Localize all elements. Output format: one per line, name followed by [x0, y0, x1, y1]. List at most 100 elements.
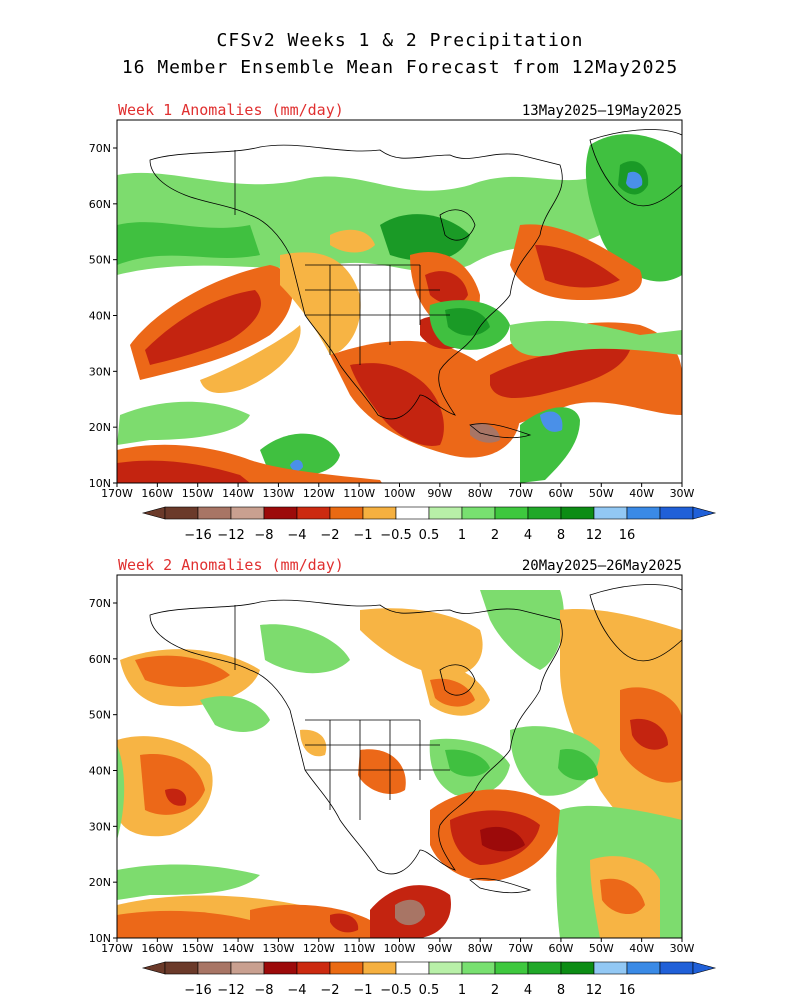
week2-lat-label: 50N — [89, 709, 111, 722]
week2-panel-title: Week 2 Anomalies (mm/day) — [118, 556, 344, 574]
week2-lon-label: 40W — [629, 942, 654, 955]
week2-colorbar-swatch — [164, 961, 199, 975]
week1-colorbar-swatch — [164, 506, 199, 520]
week2-colorbar-swatch — [593, 961, 628, 975]
week2-lon-label: 90W — [427, 942, 452, 955]
week2-colorbar-arrow-left — [141, 961, 166, 975]
week1-lon-label: 100W — [384, 487, 416, 500]
week2-colorbar-label: 4 — [524, 983, 532, 998]
week2-colorbar-swatch — [626, 961, 661, 975]
week2-lon-label: 150W — [182, 942, 214, 955]
week1-colorbar: −16 −12 −8 −4 −2 −1 −0.5 0.5 1 2 4 8 12 16 — [141, 506, 717, 543]
week2-precip-field — [117, 575, 682, 938]
week1-lon-label: 70W — [508, 487, 533, 500]
week1-colorbar-swatch — [395, 506, 430, 520]
week1-lat-label: 60N — [89, 198, 111, 211]
week1-lat-label: 20N — [89, 421, 111, 434]
week2-colorbar-label: 1 — [458, 983, 466, 998]
week1-colorbar-label: 8 — [557, 528, 565, 543]
week2-colorbar-label: −2 — [320, 983, 339, 998]
week2-lat-label: 60N — [89, 653, 111, 666]
week2-lon-label: 50W — [589, 942, 614, 955]
week2-lat-label: 40N — [89, 765, 111, 778]
week1-colorbar-label: −0.5 — [380, 528, 412, 543]
week2-lon-label: 100W — [384, 942, 416, 955]
week1-lon-label: 60W — [548, 487, 573, 500]
week1-lat-label: 50N — [89, 254, 111, 267]
week1-colorbar-swatch — [593, 506, 628, 520]
week2-lon-label: 120W — [303, 942, 335, 955]
week1-colorbar-label: 1 — [458, 528, 466, 543]
week2-colorbar-swatch — [461, 961, 496, 975]
week2-colorbar-swatch — [494, 961, 529, 975]
week2-lon-label: 130W — [262, 942, 294, 955]
week1-colorbar-swatch — [659, 506, 694, 520]
week1-colorbar-swatch — [263, 506, 298, 520]
week2-colorbar-swatch — [230, 961, 265, 975]
week2-lat-label: 30N — [89, 820, 111, 833]
week1-lon-label: 30W — [670, 487, 695, 500]
week1-colorbar-swatch — [560, 506, 595, 520]
week2-colorbar-swatch — [263, 961, 298, 975]
week1-colorbar-swatch — [428, 506, 463, 520]
week2-colorbar-label: −1 — [353, 983, 372, 998]
week2-colorbar-label: −12 — [217, 983, 244, 998]
week1-lon-label: 150W — [182, 487, 214, 500]
week1-colorbar-label: 12 — [586, 528, 603, 543]
week2-colorbar-swatch — [197, 961, 232, 975]
week2-lon-label: 110W — [343, 942, 375, 955]
week2-colorbar-label: 12 — [586, 983, 603, 998]
week2-colorbar-label: 0.5 — [419, 983, 440, 998]
week1-colorbar-swatch — [461, 506, 496, 520]
week1-colorbar-label: 4 — [524, 528, 532, 543]
week2-colorbar-label: 2 — [491, 983, 499, 998]
week1-colorbar-arrow-right — [692, 506, 717, 520]
week1-colorbar-swatch — [626, 506, 661, 520]
week1-lon-label: 90W — [427, 487, 452, 500]
week1-panel-title: Week 1 Anomalies (mm/day) — [118, 101, 344, 119]
week2-colorbar-swatch — [362, 961, 397, 975]
week1-lon-label: 110W — [343, 487, 375, 500]
week1-lat-label: 40N — [89, 310, 111, 323]
week2-lon-label: 140W — [222, 942, 254, 955]
week2-colorbar-swatch — [527, 961, 562, 975]
week1-colorbar-label: 16 — [619, 528, 636, 543]
week2-anomaly-map-panel: Week 2 Anomalies (mm/day) 20May2025–26Ma… — [89, 556, 717, 998]
week2-lat-label: 70N — [89, 597, 111, 610]
week1-colorbar-swatch — [362, 506, 397, 520]
week2-lon-label: 80W — [468, 942, 493, 955]
week2-lon-label: 30W — [670, 942, 695, 955]
week1-coastline-layer — [149, 129, 682, 439]
figure-title-line-1: CFSv2 Weeks 1 & 2 Precipitation — [216, 30, 584, 51]
week1-precip-field — [117, 120, 682, 483]
week1-colorbar-swatch — [527, 506, 562, 520]
week2-colorbar-label: −16 — [184, 983, 211, 998]
week2-colorbar-swatch — [428, 961, 463, 975]
figure-title-line-2: 16 Member Ensemble Mean Forecast from 12… — [121, 57, 679, 78]
week1-colorbar-label: 2 — [491, 528, 499, 543]
week2-lon-label: 60W — [548, 942, 573, 955]
week1-lon-label: 80W — [468, 487, 493, 500]
week2-colorbar-label: −8 — [254, 983, 273, 998]
week1-lon-label: 140W — [222, 487, 254, 500]
week2-lat-label: 10N — [89, 932, 111, 945]
week2-lon-label: 160W — [141, 942, 173, 955]
week1-lon-label: 160W — [141, 487, 173, 500]
week1-lon-label: 40W — [629, 487, 654, 500]
week2-colorbar-swatch — [560, 961, 595, 975]
week1-colorbar-swatch — [230, 506, 265, 520]
week1-lon-label: 120W — [303, 487, 335, 500]
week1-colorbar-label: −2 — [320, 528, 339, 543]
week1-colorbar-label: 0.5 — [419, 528, 440, 543]
week2-date-range: 20May2025–26May2025 — [522, 558, 682, 574]
week1-colorbar-swatch — [197, 506, 232, 520]
week2-colorbar: −16 −12 −8 −4 −2 −1 −0.5 0.5 1 2 4 8 12 16 — [141, 961, 717, 998]
week2-colorbar-label: 8 — [557, 983, 565, 998]
week1-colorbar-swatch — [494, 506, 529, 520]
week2-colorbar-label: −4 — [287, 983, 306, 998]
week1-colorbar-label: −1 — [353, 528, 372, 543]
week2-lon-label: 170W — [101, 942, 133, 955]
week1-lat-label: 30N — [89, 365, 111, 378]
week1-colorbar-label: −4 — [287, 528, 306, 543]
